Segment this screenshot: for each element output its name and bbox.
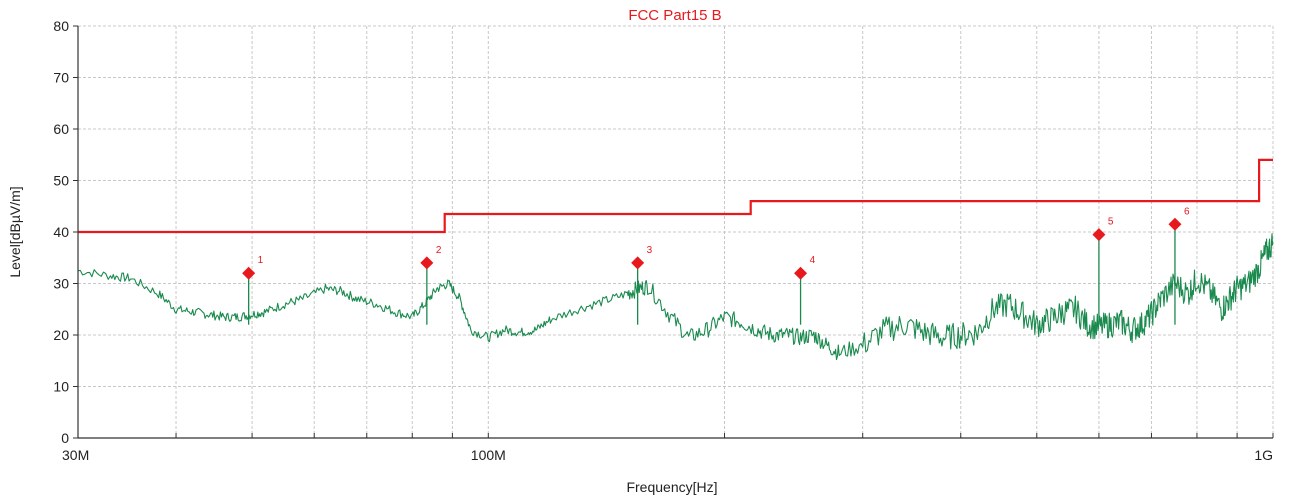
- y-tick-label: 30: [53, 276, 69, 292]
- marker-diamond: [420, 256, 434, 270]
- x-tick-label: 1G: [1254, 447, 1273, 463]
- marker-diamond: [1092, 228, 1106, 242]
- marker-label: 1: [258, 255, 264, 266]
- chart-title: FCC Part15 B: [628, 7, 721, 24]
- measurement-trace: [77, 233, 1274, 361]
- x-tick-label: 30M: [62, 447, 89, 463]
- y-tick-label: 80: [53, 18, 69, 34]
- marker-label: 2: [436, 245, 442, 256]
- y-tick-label: 40: [53, 224, 69, 240]
- marker-label: 6: [1184, 206, 1190, 217]
- x-axis-title: Frequency[Hz]: [626, 479, 717, 495]
- x-tick-label: 100M: [471, 447, 506, 463]
- y-tick-label: 70: [53, 70, 69, 86]
- y-tick-label: 60: [53, 121, 69, 137]
- marker-diamond: [1168, 217, 1182, 231]
- marker-label: 4: [810, 255, 816, 266]
- y-tick-label: 50: [53, 173, 69, 189]
- y-axis-title: Level[dBµV/m]: [7, 186, 23, 277]
- limit-line: [78, 158, 1273, 234]
- limit-line-path: [78, 158, 1273, 234]
- marker-diamond: [794, 266, 808, 280]
- measurement-line: [77, 233, 1274, 361]
- y-tick-label: 20: [53, 327, 69, 343]
- axes: 0 10 20 30 40 50 60 70 80 30M 100M 1G: [53, 18, 1274, 463]
- marker-label: 3: [647, 245, 653, 256]
- peak-markers: 1 2 3 4 5 6: [242, 206, 1190, 325]
- y-tick-label: 0: [61, 430, 69, 446]
- marker-diamond: [242, 266, 256, 280]
- y-tick-label: 10: [53, 379, 69, 395]
- marker-diamond: [631, 256, 645, 270]
- marker-label: 5: [1108, 217, 1114, 228]
